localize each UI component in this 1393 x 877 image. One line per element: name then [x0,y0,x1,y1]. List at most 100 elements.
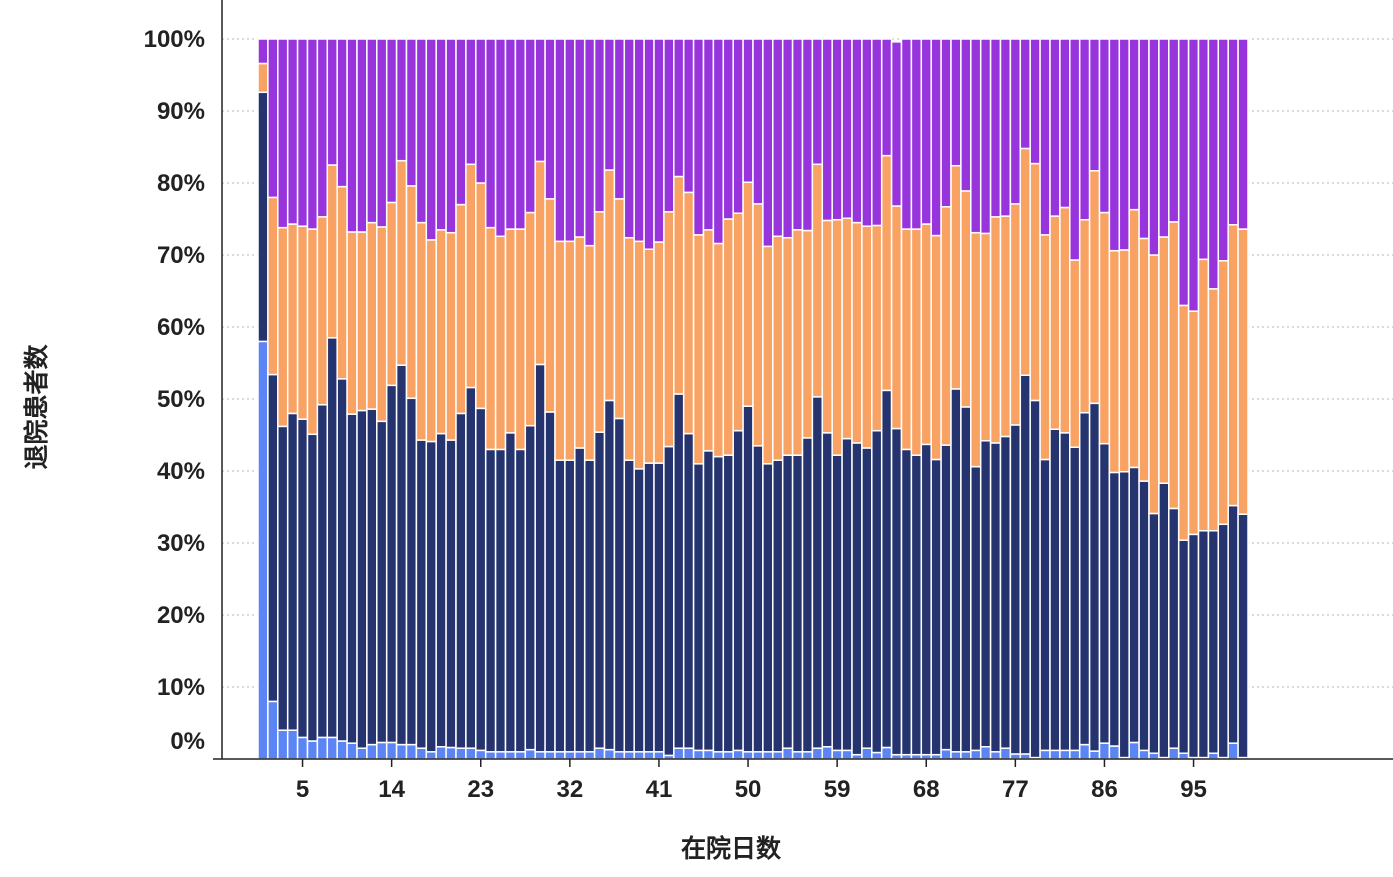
x-tick-labels: 5 14 23 32 41 50 59 68 77 86 95 [296,759,1207,803]
bar-segment [1049,749,1061,760]
bar-segment [960,406,972,753]
bar-segment [346,742,358,760]
bar-segment [742,751,754,760]
bar-segment [831,749,843,760]
bar-segment [465,163,477,389]
x-tick-label: 23 [467,776,494,803]
bar-segment [960,751,972,760]
bar-segment [534,160,546,366]
bar-segment [910,228,923,456]
bar-segment [999,435,1012,749]
bar-segment [623,459,635,753]
bar-segment [445,38,457,234]
bar-segment [326,38,338,166]
bar-segment [663,445,675,757]
bar-segment [722,218,734,456]
bar-segment [613,198,626,420]
bar-segment [1187,310,1200,536]
bar-segment [1098,38,1111,214]
y-tick-label: 60% [157,314,205,341]
bar-segment [435,38,447,231]
y-tick-labels: 0% 10% 20% 30% 40% 50% 60% 70% 80% 90% 100% [144,26,205,755]
bar-segment [514,228,527,451]
bar-segment [405,185,418,400]
bar-segment [791,38,804,231]
bar-segment [633,240,645,470]
bar-segment [841,749,853,760]
bar-segment [732,212,744,432]
bar-segment [1069,446,1081,752]
bar-segment [880,389,893,749]
bar-segment [653,241,665,464]
bar-segment [841,38,853,220]
bar-segment [1128,208,1140,469]
bar-segment [514,38,527,230]
bar-segment [593,38,606,213]
bar-segment [475,38,487,184]
bar-segment [1207,530,1220,754]
axes [213,0,1393,760]
bar-segment [1207,38,1220,290]
bar-segment [435,746,447,760]
y-tick-label: 100% [144,26,205,53]
bar-segment [346,38,358,233]
bar-segment [376,420,388,744]
bar-segment [395,364,408,746]
bar-segment [484,448,497,753]
bar-segment [1237,228,1249,515]
bar-segment [940,748,952,760]
bar-segment [257,91,269,343]
bar-segment [346,231,358,415]
bar-segment [1148,254,1160,515]
bar-segment [1197,530,1210,759]
bar-segment [970,749,982,760]
bar-segment [1078,411,1091,746]
bar-segment [356,231,368,412]
bar-segment [593,431,606,749]
bar-segment [1148,38,1160,256]
bar-segment [890,205,903,430]
bar-segment [702,450,715,752]
bar-segment [544,38,556,200]
bar-segment [851,442,863,756]
bar-segment [861,747,873,760]
bar-segment [306,228,319,436]
bar-segment [415,747,428,760]
bar-segment [633,751,645,760]
bar-segment [940,38,952,208]
bar-segment [1098,742,1111,760]
bar-segment [455,38,467,206]
bar-segment [524,38,536,214]
bar-segment [1009,753,1022,760]
bar-segment [1207,288,1220,532]
bar-segment [1158,38,1170,238]
bar-segment [999,38,1012,217]
bar-segment [732,429,744,752]
bar-segment [257,38,269,65]
bar-segment [910,454,923,756]
bar-segment [880,38,893,157]
bar-segment [1237,38,1249,230]
bar-segment [643,248,655,464]
bar-segment [435,432,447,748]
bar-segment [970,231,982,468]
bar-segment [801,751,814,760]
bar-segment [623,751,635,760]
bar-segment [1118,470,1130,759]
bar-segment [475,182,487,410]
bar-segment [475,407,487,752]
bar-segment [494,38,507,238]
bar-segment [1029,162,1041,402]
bar-segment [415,439,428,749]
bar-segment [583,751,596,760]
bar-segment [653,38,665,243]
bar-segment [732,749,744,760]
bar-segment [524,211,536,427]
bar-segment [554,38,566,243]
bar-segment [395,159,408,366]
bar-segment [465,747,477,760]
bar-segment [1168,507,1180,749]
bar-segment [267,700,279,760]
bar-segment [1177,38,1190,307]
y-tick-label: 20% [157,602,205,629]
